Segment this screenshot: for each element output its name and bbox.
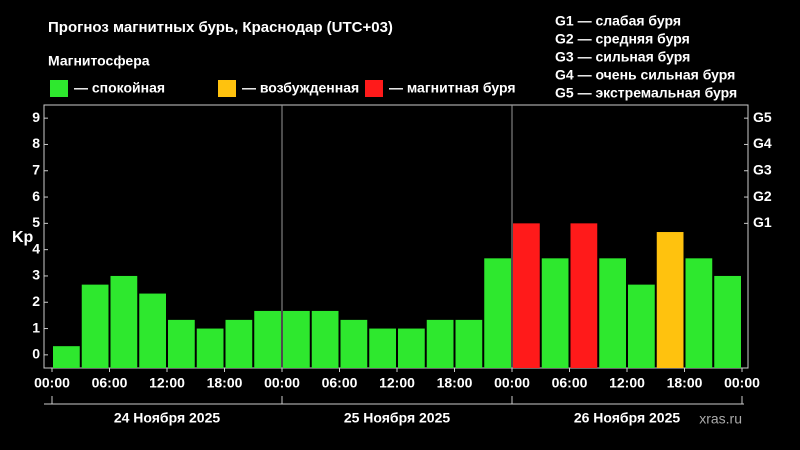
bar [541,258,569,368]
subtitle: Магнитосфера [48,53,150,69]
x-tick-label: 12:00 [379,375,415,391]
bar [283,310,310,368]
watermark: xras.ru [699,411,742,427]
bar [311,310,339,368]
g-legend-item: G1 — слабая буря [555,13,681,29]
bar [656,232,684,368]
g-legend-item: G5 — экстремальная буря [555,85,737,101]
y-tick-label: 7 [32,161,40,177]
bar [110,275,138,368]
y-tick-label: 2 [32,293,40,309]
legend-swatch [50,80,68,97]
x-tick-label: 00:00 [264,375,300,391]
g-legend-item: G2 — средняя буря [555,31,690,47]
bar [340,319,368,368]
y-tick-label: 6 [32,188,40,204]
x-tick-label: 18:00 [667,375,703,391]
g-legend-item: G4 — очень сильная буря [555,67,735,83]
y2-tick-label: G3 [753,161,772,177]
bar [369,328,396,368]
legend-label: — возбужденная [242,80,359,96]
bar [685,258,713,368]
x-tick-label: 06:00 [552,375,588,391]
day-label: 25 Ноября 2025 [344,410,451,426]
bar [628,284,655,368]
bar [455,319,483,368]
x-tick-label: 12:00 [149,375,185,391]
g-legend-item: G3 — сильная буря [555,49,690,65]
bar [398,328,425,368]
bar [168,319,195,368]
x-tick-label: 00:00 [34,375,70,391]
y-tick-label: 5 [32,214,40,230]
y2-tick-label: G5 [753,109,772,125]
bar [570,223,598,368]
x-tick-label: 06:00 [322,375,358,391]
bar [81,284,109,368]
y-tick-label: 3 [32,267,40,283]
chart-title: Прогноз магнитных бурь, Краснодар (UTC+0… [48,19,393,36]
y2-tick-label: G4 [753,135,772,151]
x-tick-label: 00:00 [494,375,530,391]
x-tick-label: 18:00 [207,375,243,391]
legend-swatch [365,80,383,97]
legend-swatch [218,80,236,97]
y2-tick-label: G1 [753,214,772,230]
y-tick-label: 4 [32,240,40,256]
day-label: 26 Ноября 2025 [574,410,681,426]
legend-label: — спокойная [74,80,165,96]
y-axis-label: Kp [12,229,34,246]
y2-tick-label: G2 [753,188,772,204]
bar [484,258,511,368]
x-tick-label: 06:00 [92,375,128,391]
bar [426,319,454,368]
y-tick-label: 8 [32,135,40,151]
bar [254,310,281,368]
x-tick-label: 00:00 [724,375,760,391]
x-tick-label: 18:00 [437,375,473,391]
y-tick-label: 1 [32,319,40,335]
bar [225,319,253,368]
bar [196,328,224,368]
bar [714,275,741,368]
bar [139,293,166,368]
bar [599,258,626,368]
bar [53,346,80,368]
y-tick-label: 9 [32,109,40,125]
day-label: 24 Ноября 2025 [114,410,221,426]
legend-label: — магнитная буря [389,80,516,96]
bar [513,223,540,368]
y-tick-label: 0 [32,346,40,362]
x-tick-label: 12:00 [609,375,645,391]
